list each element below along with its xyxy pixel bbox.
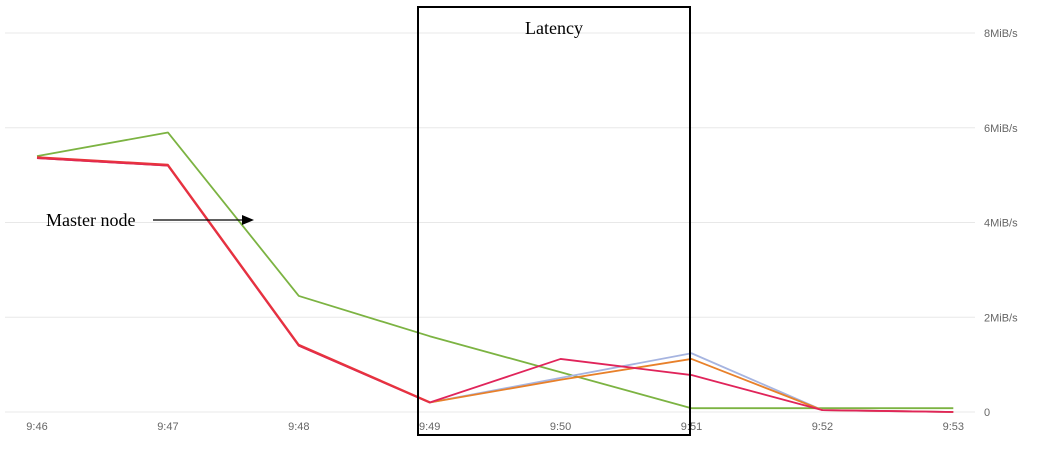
latency-label: Latency — [525, 18, 583, 38]
x-tick-label: 9:52 — [812, 421, 833, 433]
x-tick-label: 9:49 — [419, 421, 440, 433]
y-tick-label: 0 — [984, 407, 990, 419]
x-tick-label: 9:53 — [943, 421, 964, 433]
y-tick-label: 2MiB/s — [984, 312, 1018, 324]
series-line-3 — [36, 157, 954, 413]
latency-box — [417, 6, 691, 436]
master-node-label: Master node — [46, 210, 135, 230]
y-axis-ticks: 0 2MiB/s 4MiB/s 6MiB/s 8MiB/s — [984, 28, 1018, 419]
x-axis-ticks: 9:46 9:47 9:48 9:49 9:50 9:51 9:52 9:53 — [26, 421, 964, 433]
series-line-1 — [36, 131, 954, 410]
series-line-2 — [36, 157, 954, 413]
x-tick-label: 9:46 — [26, 421, 47, 433]
y-tick-label: 6MiB/s — [984, 123, 1018, 135]
y-tick-label: 8MiB/s — [984, 28, 1018, 40]
grid-lines — [5, 32, 975, 413]
master-node-arrowhead — [242, 215, 254, 225]
x-tick-label: 9:51 — [681, 421, 702, 433]
x-tick-label: 9:47 — [157, 421, 178, 433]
series-line-5 — [36, 156, 431, 403]
x-tick-label: 9:50 — [550, 421, 571, 433]
series-line-4 — [36, 157, 954, 413]
x-tick-label: 9:48 — [288, 421, 309, 433]
y-tick-label: 4MiB/s — [984, 218, 1018, 230]
series-lines — [36, 131, 954, 413]
